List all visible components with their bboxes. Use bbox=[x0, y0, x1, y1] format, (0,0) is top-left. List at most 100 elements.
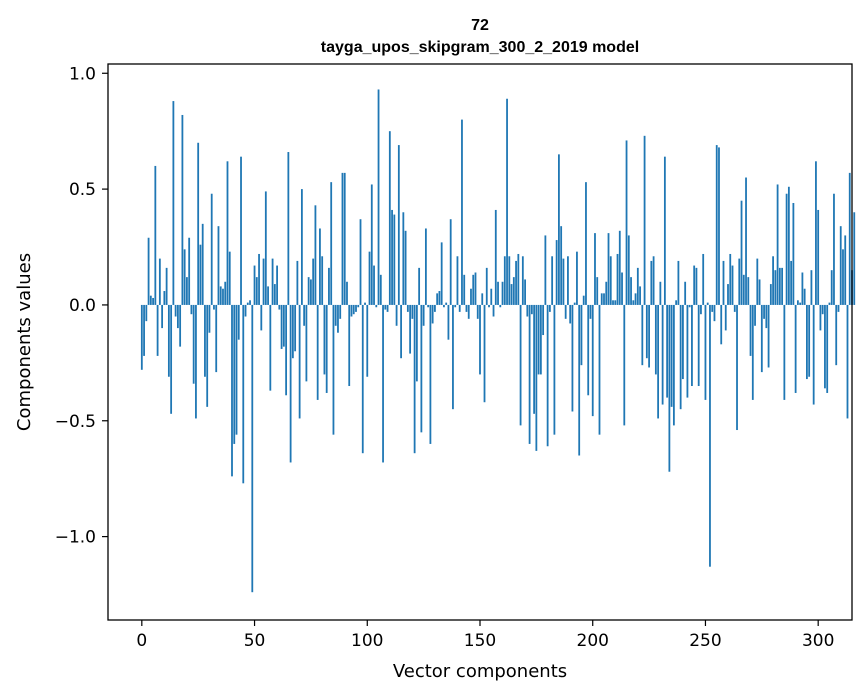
bar-61 bbox=[278, 304, 281, 310]
bar-138 bbox=[452, 304, 454, 410]
bar-312 bbox=[844, 235, 847, 305]
bar-134 bbox=[443, 304, 445, 308]
bar-277 bbox=[765, 304, 768, 329]
bar-241 bbox=[684, 281, 687, 305]
bar-251 bbox=[706, 302, 709, 305]
bar-25 bbox=[197, 142, 200, 305]
x-tick-label: 100 bbox=[351, 631, 383, 651]
bar-115 bbox=[400, 304, 402, 359]
bar-188 bbox=[564, 304, 567, 319]
bar-205 bbox=[603, 293, 605, 305]
bar-301 bbox=[819, 304, 822, 331]
bar-10 bbox=[163, 291, 166, 305]
bar-249 bbox=[702, 253, 705, 305]
bar-302 bbox=[821, 304, 824, 315]
bar-87 bbox=[337, 304, 339, 333]
bar-101 bbox=[368, 251, 371, 305]
bar-289 bbox=[792, 203, 795, 305]
bar-202 bbox=[596, 277, 599, 305]
bar-248 bbox=[700, 304, 702, 315]
bar-108 bbox=[384, 304, 387, 310]
bar-120 bbox=[411, 304, 414, 319]
bar-28 bbox=[204, 304, 206, 377]
bar-199 bbox=[589, 304, 592, 319]
bar-82 bbox=[325, 304, 328, 393]
bar-264 bbox=[736, 304, 738, 431]
bar-19 bbox=[183, 249, 186, 305]
bar-126 bbox=[424, 228, 427, 305]
bar-106 bbox=[379, 274, 382, 305]
bar-250 bbox=[704, 304, 707, 400]
bar-293 bbox=[801, 272, 804, 305]
bar-267 bbox=[742, 274, 745, 305]
bar-196 bbox=[582, 295, 585, 305]
bar-213 bbox=[621, 272, 623, 305]
bar-16 bbox=[176, 304, 179, 329]
bar-222 bbox=[641, 304, 644, 366]
bar-261 bbox=[729, 253, 732, 305]
bar-98 bbox=[361, 304, 364, 454]
bar-40 bbox=[231, 304, 233, 477]
bar-24 bbox=[195, 304, 197, 419]
bar-177 bbox=[539, 304, 542, 375]
bar-21 bbox=[188, 237, 191, 305]
bar-305 bbox=[828, 302, 831, 305]
bar-152 bbox=[483, 304, 486, 403]
bar-142 bbox=[461, 119, 463, 305]
bar-166 bbox=[515, 260, 517, 305]
bar-85 bbox=[332, 304, 335, 435]
bar-231 bbox=[661, 304, 664, 405]
bar-290 bbox=[794, 304, 797, 393]
y-tick-label: 0.5 bbox=[69, 180, 96, 200]
bar-291 bbox=[796, 300, 799, 305]
x-tick-label: 0 bbox=[136, 631, 147, 651]
bar-225 bbox=[648, 304, 650, 368]
bar-144 bbox=[465, 304, 468, 312]
bar-279 bbox=[769, 284, 772, 305]
bar-276 bbox=[763, 304, 765, 319]
bar-83 bbox=[328, 267, 330, 305]
bar-136 bbox=[447, 304, 450, 340]
bar-266 bbox=[740, 200, 743, 305]
bar-14 bbox=[172, 101, 175, 305]
bar-242 bbox=[686, 304, 689, 398]
bar-200 bbox=[591, 304, 594, 417]
bar-211 bbox=[616, 253, 619, 305]
y-tick-label: 1.0 bbox=[69, 64, 96, 84]
bar-203 bbox=[598, 304, 601, 435]
bar-52 bbox=[258, 253, 260, 305]
bar-29 bbox=[206, 304, 209, 407]
y-tick-label: −1.0 bbox=[55, 528, 96, 548]
y-tick-label: −0.5 bbox=[55, 412, 96, 432]
bar-37 bbox=[224, 281, 227, 305]
bar-256 bbox=[718, 147, 720, 305]
bar-233 bbox=[666, 304, 669, 398]
bar-58 bbox=[271, 258, 274, 305]
bar-67 bbox=[291, 304, 294, 359]
bar-265 bbox=[738, 258, 741, 305]
bar-125 bbox=[422, 304, 425, 326]
bar-218 bbox=[632, 300, 635, 305]
bar-229 bbox=[657, 304, 660, 419]
bar-303 bbox=[824, 304, 826, 389]
bar-236 bbox=[672, 304, 675, 426]
bar-31 bbox=[210, 193, 213, 305]
bar-89 bbox=[341, 172, 344, 305]
bar-181 bbox=[548, 304, 551, 312]
bar-107 bbox=[382, 304, 384, 463]
bar-151 bbox=[481, 293, 484, 305]
x-axis: 0 50 100 150 200 250 300 bbox=[136, 620, 834, 651]
bar-102 bbox=[370, 184, 373, 305]
bar-159 bbox=[499, 304, 502, 308]
bar-288 bbox=[790, 260, 793, 305]
bar-51 bbox=[255, 277, 258, 305]
bar-283 bbox=[778, 267, 781, 305]
bar-187 bbox=[562, 258, 565, 305]
bar-22 bbox=[190, 304, 193, 315]
bar-238 bbox=[677, 260, 680, 305]
bar-272 bbox=[754, 304, 756, 326]
bar-298 bbox=[812, 304, 815, 405]
bar-285 bbox=[783, 304, 786, 400]
bar-9 bbox=[161, 304, 164, 329]
x-tick-label: 150 bbox=[464, 631, 496, 651]
